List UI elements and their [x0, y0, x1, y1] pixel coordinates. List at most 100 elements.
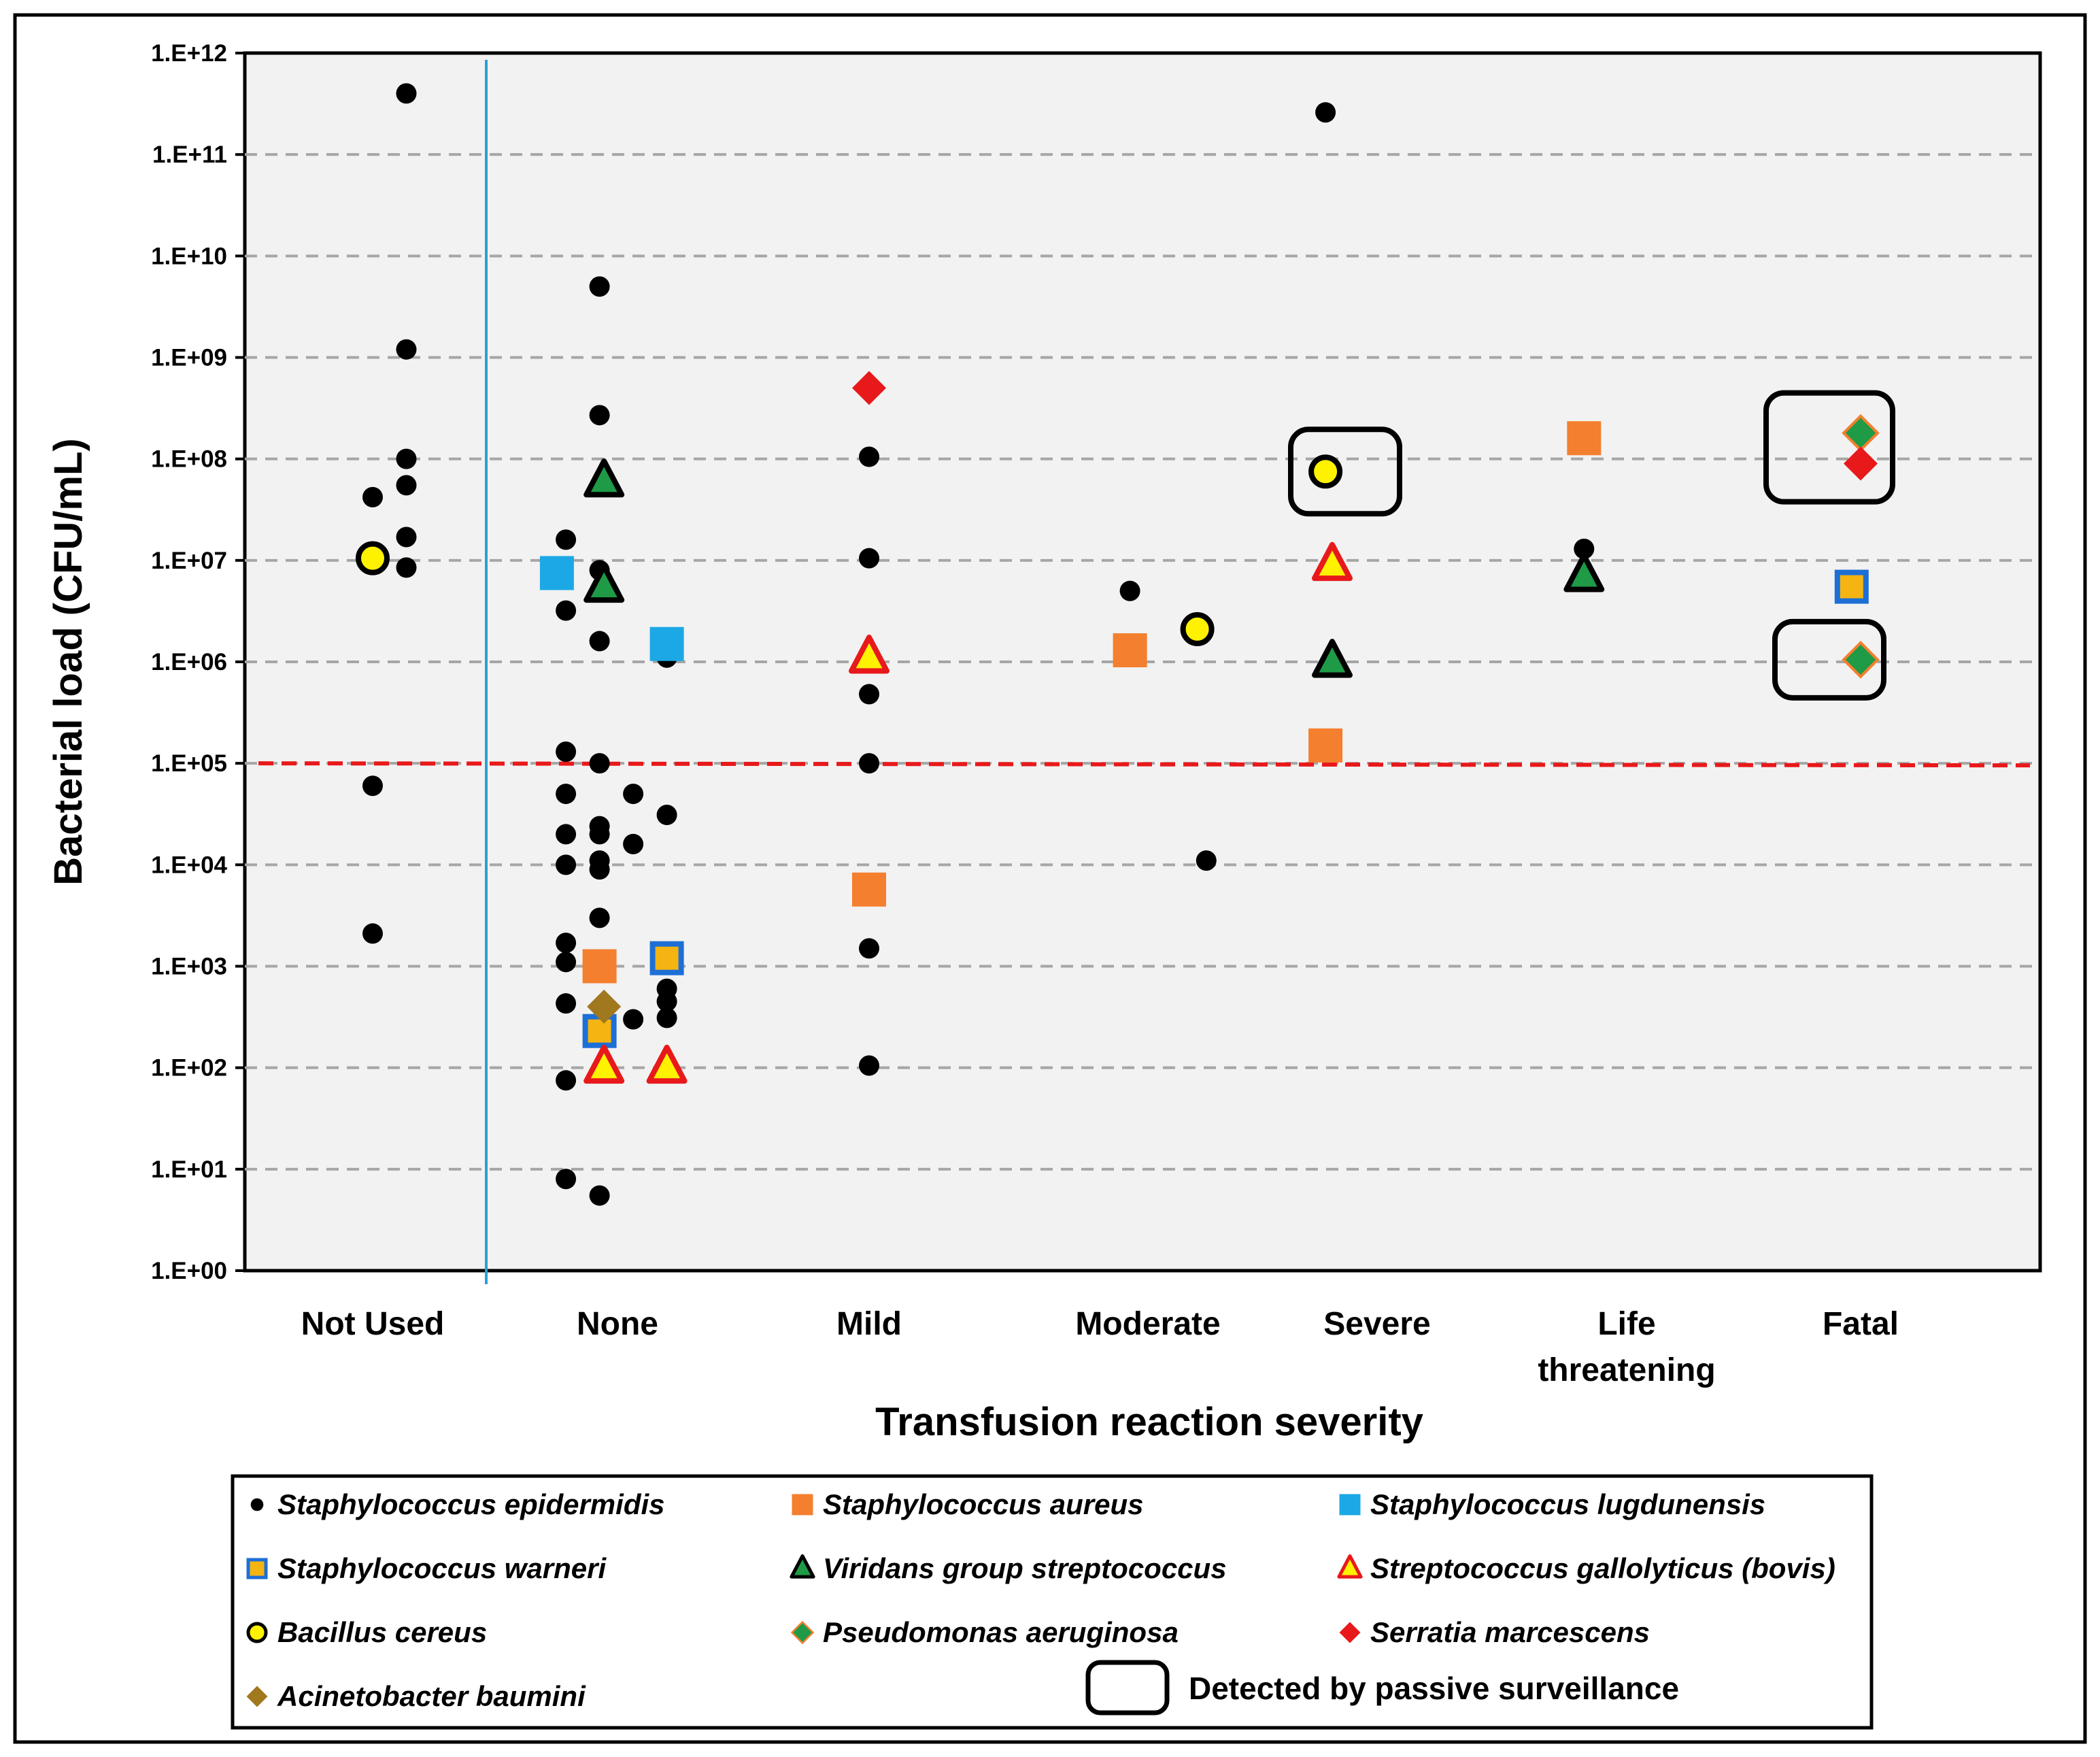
data-point — [1563, 553, 1605, 592]
data-point — [556, 529, 577, 550]
legend-label: Staphylococcus lugdunensis — [1370, 1488, 1765, 1520]
data-point — [396, 339, 417, 360]
passive-surveillance-box — [1772, 618, 1886, 701]
legend-frame — [231, 1474, 1874, 1730]
legend-marker — [1337, 1554, 1363, 1579]
data-point — [589, 631, 610, 652]
data-point — [556, 854, 577, 875]
data-point — [582, 949, 617, 984]
data-point — [656, 1007, 677, 1028]
x-category-label: threatening — [1538, 1352, 1715, 1388]
data-points — [356, 83, 1880, 1206]
y-axis-title: Bacterial load (CFU/mL) — [46, 438, 90, 885]
passive-surveillance-box — [1288, 426, 1402, 517]
data-point — [362, 923, 383, 944]
data-point — [623, 784, 644, 805]
data-point — [859, 753, 879, 774]
data-point — [556, 1070, 577, 1091]
legend-label: Acinetobacter baumini — [277, 1680, 586, 1712]
data-point — [1315, 102, 1336, 123]
legend-label: Bacillus cereus — [277, 1616, 487, 1648]
data-point — [1842, 641, 1880, 679]
x-category-label: Not Used — [301, 1306, 445, 1342]
series-staphylococcus-lugdunensis — [539, 556, 684, 661]
data-point — [859, 446, 879, 467]
data-point — [583, 458, 625, 498]
legend-label: Pseudomonas aeruginosa — [823, 1616, 1179, 1648]
data-point — [589, 753, 610, 774]
x-category-label: None — [577, 1306, 658, 1342]
data-point — [362, 486, 383, 507]
data-point — [356, 541, 390, 575]
series-serratia-marcescens — [852, 371, 1878, 481]
legend-item-passive: Detected by passive surveillance — [1085, 1660, 1679, 1716]
series-staphylococcus-warneri — [582, 569, 1869, 1048]
y-tick-label: 1.E+11 — [152, 141, 227, 168]
data-point — [1196, 850, 1217, 871]
data-point — [589, 859, 610, 880]
data-point — [852, 371, 886, 405]
data-point — [589, 276, 610, 297]
data-point — [583, 1044, 625, 1084]
data-point — [396, 448, 417, 469]
data-point — [1180, 612, 1215, 646]
data-point — [556, 1169, 577, 1190]
series-staphylococcus-epidermidis — [362, 83, 1595, 1206]
x-category-label: Severe — [1323, 1306, 1430, 1342]
data-point — [396, 557, 417, 578]
y-tick-label: 1.E+12 — [151, 40, 227, 67]
series-pseudomonas-aeruginosa — [1842, 414, 1880, 679]
data-point — [1113, 633, 1147, 668]
data-point — [656, 991, 677, 1012]
legend-marker — [246, 1622, 268, 1643]
threshold-line — [258, 761, 2031, 768]
data-point — [587, 989, 622, 1024]
data-point — [539, 556, 574, 590]
legend-item: Staphylococcus lugdunensis — [1339, 1488, 1765, 1520]
data-point — [589, 405, 610, 426]
legend-label: Staphylococcus aureus — [823, 1488, 1144, 1520]
y-tick-label: 1.E+10 — [151, 243, 227, 269]
data-point — [859, 1055, 879, 1076]
y-tick-label: 1.E+01 — [151, 1156, 227, 1183]
legend-label: Serratia marcescens — [1370, 1616, 1650, 1648]
data-point — [582, 1014, 617, 1048]
series-acinetobacter-baumini — [587, 989, 622, 1024]
y-tick-label: 1.E+03 — [151, 954, 227, 980]
data-point — [1574, 538, 1595, 559]
legend-item: Staphylococcus epidermidis — [250, 1488, 665, 1520]
legend-passive-box — [1085, 1660, 1170, 1716]
x-axis-categories: Not Used None Mild Moderate Severe Life threat… — [301, 1306, 1899, 1388]
series-viridans-group-streptococcus — [583, 458, 1605, 678]
data-point — [396, 83, 417, 104]
legend-marker — [790, 1620, 815, 1645]
data-point — [1834, 569, 1869, 604]
legend-label: Staphylococcus warneri — [277, 1552, 607, 1584]
legend-marker — [246, 1558, 268, 1579]
legend-item: Viridans group streptococcus — [790, 1552, 1227, 1584]
y-tick-label: 1.E+06 — [151, 649, 227, 675]
y-tick-label: 1.E+07 — [151, 548, 227, 574]
data-point — [362, 775, 383, 797]
series-streptococcus-gallolyticus-bovis — [583, 541, 1353, 1084]
figure-frame — [13, 13, 2087, 1744]
data-point — [589, 1185, 610, 1206]
legend-item: Streptococcus gallolyticus (bovis) — [1337, 1552, 1835, 1584]
legend-item: Serratia marcescens — [1339, 1616, 1650, 1648]
legend-label: Viridans group streptococcus — [823, 1552, 1227, 1584]
data-point — [859, 684, 879, 705]
data-point — [556, 824, 577, 845]
series-staphylococcus-aureus — [582, 421, 1602, 984]
data-point — [556, 741, 577, 763]
y-tick-label: 1.E+04 — [151, 852, 227, 878]
legend-marker — [1339, 1494, 1361, 1516]
data-point — [852, 872, 886, 907]
legend-marker — [246, 1686, 268, 1707]
data-point — [589, 824, 610, 845]
passive-surveillance-box — [1763, 390, 1895, 505]
data-point — [859, 938, 879, 959]
data-point — [1312, 541, 1353, 582]
data-point — [849, 634, 890, 674]
